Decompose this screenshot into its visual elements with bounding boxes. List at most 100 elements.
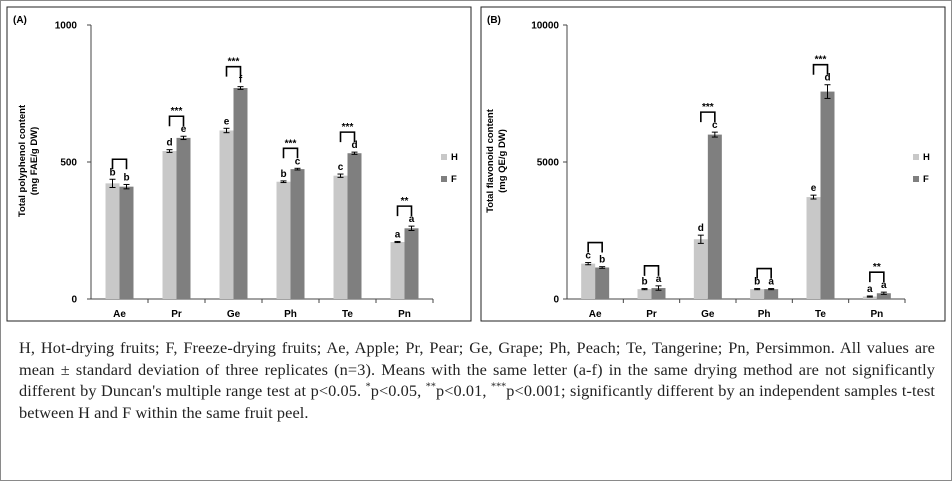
letter-label-F-a-2: f <box>239 75 243 86</box>
letter-label-H-a-0: b <box>109 167 115 178</box>
bar-H-a-5 <box>390 242 405 299</box>
y-axis-unit-b: (mg QE/g DW) <box>497 129 508 193</box>
letter-label-F-b-3: a <box>768 277 774 288</box>
caption-text: H, Hot-drying fruits; F, Freeze-drying f… <box>19 338 935 400</box>
y-axis-label-a: Total polyphenol content <box>17 104 28 217</box>
y-axis-title-a: Total polyphenol content (mg FAE/g DW) <box>17 104 40 217</box>
letter-label-F-a-4: d <box>351 140 357 151</box>
letter-label-F-a-0: b <box>123 172 129 183</box>
panel-border-a <box>6 6 472 322</box>
bar-F-a-3 <box>290 169 305 299</box>
letter-label-F-b-1: a <box>656 274 662 285</box>
y-axis-label-b: Total flavonoid content <box>485 108 496 213</box>
legend-swatch-H-b <box>913 154 919 160</box>
bar-H-b-2 <box>693 239 708 299</box>
caption-sig-1: * <box>365 381 371 393</box>
comparison-bracket-a-2 <box>225 65 242 77</box>
comparison-bracket-b-3 <box>756 267 772 279</box>
figure-caption: H, Hot-drying fruits; F, Freeze-drying f… <box>19 337 935 423</box>
caption-sig-2: ** <box>425 381 436 393</box>
bar-H-a-3 <box>276 181 291 299</box>
legend-swatch-H-a <box>441 154 447 160</box>
chart-panel-b: (B) 0 5000 10000 Total flavonoid content (mg … <box>480 6 946 322</box>
panel-label-b: (B) <box>487 15 501 26</box>
y-tick-label-b-2: 10000 <box>531 21 559 32</box>
bar-H-b-1 <box>637 289 652 299</box>
legend-label-H-b: H <box>923 152 930 163</box>
y-tick-label-a-2: 1000 <box>55 21 78 32</box>
significance-label-a-5: ** <box>401 196 409 207</box>
letter-label-F-b-4: d <box>824 73 830 84</box>
letter-label-F-b-5: a <box>881 280 887 291</box>
bar-H-b-4 <box>806 197 821 299</box>
bar-F-a-5 <box>404 228 419 299</box>
significance-label-b-5: ** <box>873 262 881 273</box>
legend-swatch-F-b <box>913 176 919 182</box>
comparison-bracket-a-5 <box>396 205 413 217</box>
x-tick-label-a-0: Ae <box>113 309 126 320</box>
legend-label-F-a: F <box>451 174 457 185</box>
legend-label-H-a: H <box>451 152 458 163</box>
letter-label-H-b-2: d <box>698 223 704 234</box>
y-axis-unit-a: (mg FAE/g DW) <box>29 127 40 196</box>
letter-label-H-a-5: a <box>395 229 401 240</box>
bar-H-b-5 <box>862 296 877 299</box>
bar-F-a-2 <box>233 88 248 300</box>
comparison-bracket-b-1 <box>643 265 660 276</box>
bar-H-b-3 <box>750 289 765 299</box>
letter-label-F-b-2: c <box>712 120 718 131</box>
letter-label-F-a-1: e <box>181 124 187 135</box>
significance-label-b-4: *** <box>815 55 827 66</box>
chart-panel-a: (A) 0 500 1000 Total polyphenol content (mg F… <box>6 6 472 322</box>
legend-swatch-F-a <box>441 176 447 182</box>
x-tick-label-b-2: Ge <box>701 309 715 320</box>
x-tick-label-b-5: Pn <box>870 309 883 320</box>
letter-label-H-a-3: b <box>280 169 286 180</box>
comparison-bracket-a-4 <box>339 131 356 143</box>
letter-label-H-b-4: e <box>811 183 817 194</box>
letter-label-H-b-0: c <box>585 251 591 262</box>
y-axis-title-b: Total flavonoid content (mg QE/g DW) <box>485 108 508 213</box>
caption-sig-3: *** <box>490 381 507 393</box>
bar-F-b-5 <box>876 293 891 299</box>
comparison-bracket-b-2 <box>700 111 716 123</box>
bar-F-b-3 <box>764 289 779 299</box>
y-tick-label-b-0: 0 <box>553 295 559 306</box>
x-tick-label-b-1: Pr <box>646 309 657 320</box>
caption-text-3: p<0.01, <box>435 381 491 400</box>
letter-label-H-a-2: e <box>224 116 230 127</box>
legend-label-F-b: F <box>923 174 929 185</box>
bar-F-b-1 <box>651 288 666 299</box>
comparison-bracket-b-4 <box>812 63 829 75</box>
caption-text-2: p<0.05, <box>370 381 426 400</box>
x-tick-label-b-3: Ph <box>758 309 771 320</box>
bar-F-a-4 <box>347 153 362 299</box>
bar-H-b-0 <box>581 263 596 299</box>
bar-H-a-0 <box>105 183 120 299</box>
letter-label-H-a-4: c <box>338 162 344 173</box>
y-tick-label-a-1: 500 <box>60 158 77 169</box>
bar-F-b-2 <box>707 134 722 299</box>
bar-F-a-1 <box>176 137 191 299</box>
bar-H-a-4 <box>333 175 348 299</box>
x-tick-label-b-0: Ae <box>589 309 602 320</box>
letter-label-H-a-1: d <box>166 138 172 149</box>
comparison-bracket-b-5 <box>869 271 885 283</box>
panel-label-a: (A) <box>13 15 27 26</box>
comparison-bracket-a-3 <box>282 147 299 159</box>
significance-label-a-4: *** <box>342 122 354 133</box>
x-tick-label-a-2: Ge <box>227 309 241 320</box>
letter-label-H-b-3: b <box>754 277 760 288</box>
x-tick-label-a-4: Te <box>342 309 353 320</box>
y-tick-label-a-0: 0 <box>71 295 77 306</box>
letter-label-F-a-3: c <box>295 156 301 167</box>
letter-label-F-b-0: b <box>599 255 605 266</box>
letter-label-F-a-5: a <box>409 214 415 225</box>
significance-label-a-2: *** <box>228 57 240 68</box>
significance-label-b-2: *** <box>702 102 714 113</box>
bar-F-a-0 <box>119 186 134 299</box>
bar-H-a-2 <box>219 130 234 299</box>
panel-border-b <box>480 6 946 322</box>
comparison-bracket-a-1 <box>168 115 185 127</box>
